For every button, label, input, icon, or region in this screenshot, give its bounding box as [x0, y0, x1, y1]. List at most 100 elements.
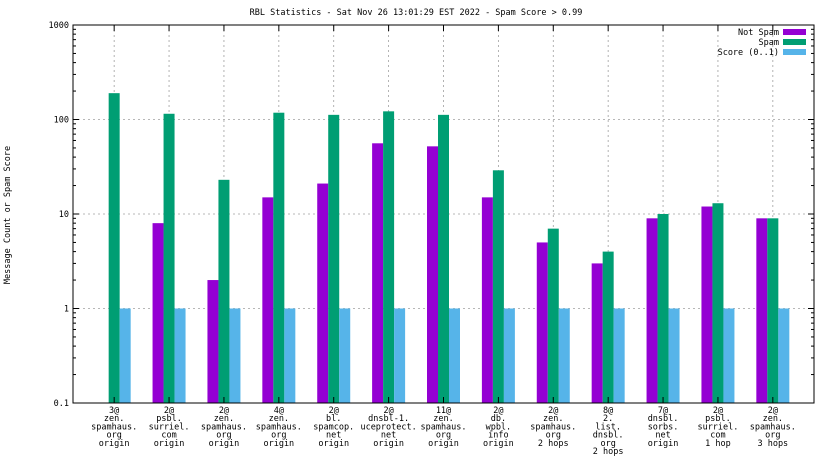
bar-score-0-1 [668, 308, 680, 403]
x-tick-label-line: 8@ [603, 406, 613, 416]
x-tick-label-line: zen. [104, 414, 124, 424]
bar-spam [657, 214, 669, 403]
legend-label: Spam [759, 38, 779, 48]
x-tick-label-line: org [546, 431, 561, 441]
bar-not-spam [262, 197, 274, 403]
bar-not-spam [756, 218, 768, 403]
bar-score-0-1 [229, 308, 241, 403]
x-tick-label-line: spamcop. [313, 422, 354, 432]
x-tick-label-line: spamhaus. [256, 422, 302, 432]
bar-score-0-1 [174, 308, 186, 403]
x-tick-label-line: net [655, 431, 670, 441]
bar-score-0-1 [449, 308, 460, 403]
y-axis-label: Message Count or Spam Score [3, 146, 13, 284]
x-tick-label-line: db. [491, 414, 506, 424]
bar-spam [383, 111, 395, 404]
x-tick-label-line: net [326, 431, 341, 441]
x-tick-label-line: 2@ [329, 406, 339, 416]
x-tick-label-line: origin [428, 439, 459, 449]
bar-spam [438, 114, 449, 403]
x-tick-label-line: 2@ [713, 406, 723, 416]
bar-not-spam [701, 206, 713, 403]
x-tick-label-line: 7@ [658, 406, 668, 416]
x-tick-label-line: dnsbl. [648, 414, 679, 424]
legend-label: Score (0..1) [718, 48, 779, 58]
x-tick-label-line: bl. [326, 414, 341, 424]
y-tick-label: 1000 [49, 21, 69, 31]
x-tick-label-line: zen. [763, 414, 783, 424]
x-tick-label-line: 11@ [436, 406, 451, 416]
x-tick-label-line: 2 hops [538, 439, 569, 449]
x-tick-label-line: org [600, 439, 615, 449]
x-tick-label-line: org [436, 431, 451, 441]
bar-spam [218, 179, 230, 403]
x-tick-label-line: 2. [603, 414, 613, 424]
legend-label: Not Spam [738, 28, 779, 38]
bar-spam [108, 93, 120, 404]
x-tick-label-line: dnsbl-1. [368, 414, 409, 424]
x-tick-label-line: org [106, 431, 121, 441]
x-tick-label-line: psbl. [156, 414, 182, 424]
bar-not-spam [646, 218, 658, 403]
x-tick-label-line: zen. [543, 414, 563, 424]
bar-spam [767, 218, 779, 403]
bar-not-spam [481, 197, 493, 403]
y-tick-label: 10 [59, 210, 69, 220]
bar-spam [712, 203, 724, 403]
bars [108, 93, 790, 404]
x-tick-label-line: org [216, 431, 231, 441]
bar-spam [547, 228, 559, 403]
x-tick-label-line: zen. [269, 414, 289, 424]
y-tick-label: 100 [54, 116, 69, 126]
bar-not-spam [207, 280, 219, 403]
x-tick-label-line: 2@ [383, 406, 393, 416]
bar-score-0-1 [558, 308, 570, 403]
y-tick-label: 0.1 [54, 399, 69, 409]
x-tick-label-line: origin [373, 439, 404, 449]
x-tick-label-line: 1 hop [705, 439, 731, 449]
bar-not-spam [372, 143, 384, 403]
bar-score-0-1 [284, 308, 296, 403]
bar-score-0-1 [339, 308, 351, 403]
bar-not-spam [317, 183, 329, 403]
x-tick-label-line: org [271, 431, 286, 441]
x-tick-label-line: 3 hops [757, 439, 788, 449]
bar-spam [163, 113, 175, 404]
x-tick-label-line: uceprotect. [360, 422, 416, 432]
axes: 0.111010010003@zen.spamhaus.orgorigin2@p… [49, 21, 815, 457]
bar-not-spam [536, 242, 548, 403]
x-tick-label-line: 2@ [219, 406, 229, 416]
x-tick-label-line: wpbl. [486, 422, 512, 432]
x-tick-label-line: com [161, 431, 176, 441]
bar-spam [492, 170, 504, 403]
plot-border [72, 24, 815, 404]
x-tick-label-line: net [381, 431, 396, 441]
legend-swatch [783, 49, 806, 55]
bar-spam [273, 112, 285, 403]
x-tick-label-line: psbl. [705, 414, 731, 424]
x-tick-label-line: info [488, 431, 508, 441]
bar-not-spam [427, 146, 438, 403]
x-tick-label-line: origin [318, 439, 349, 449]
x-tick-label-line: 3@ [109, 406, 119, 416]
x-tick-label-line: origin [99, 439, 130, 449]
x-tick-label-line: spamhaus. [91, 422, 137, 432]
x-tick-label-line: 2@ [164, 406, 174, 416]
x-tick-label-line: origin [648, 439, 679, 449]
x-tick-label-line: surriel. [697, 422, 738, 432]
bar-score-0-1 [778, 308, 790, 403]
